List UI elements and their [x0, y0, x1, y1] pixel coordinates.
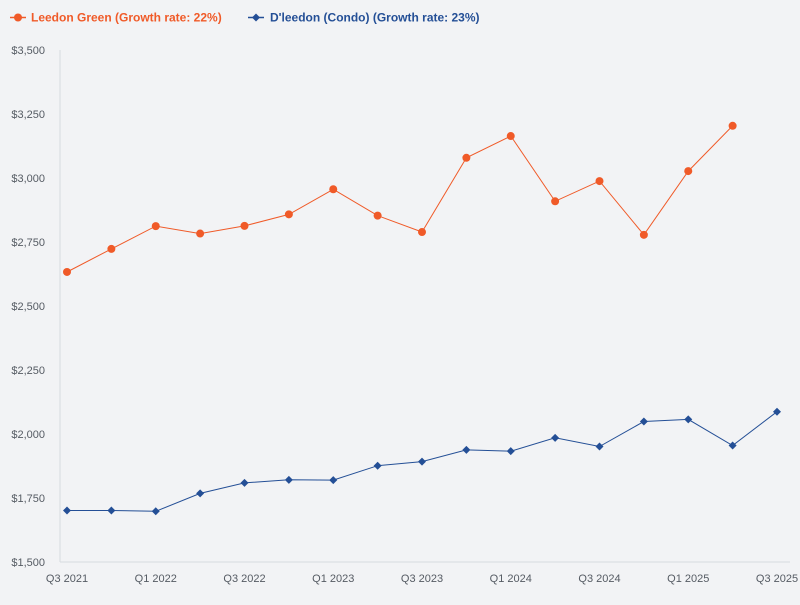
legend-label-leedon-green: Leedon Green (Growth rate: 22%): [31, 11, 222, 25]
y-tick-label: $2,250: [11, 365, 45, 377]
x-tick-label: Q1 2024: [490, 573, 532, 585]
data-point-leedon-green[interactable]: [418, 228, 426, 237]
data-point-dleedon-condo[interactable]: [462, 445, 471, 454]
x-tick-label: Q3 2021: [46, 573, 88, 585]
data-point-leedon-green[interactable]: [373, 211, 382, 220]
data-point-dleedon-condo[interactable]: [373, 461, 382, 470]
data-point-leedon-green[interactable]: [684, 167, 693, 176]
x-tick-label: Q3 2024: [578, 573, 620, 585]
data-point-dleedon-condo[interactable]: [196, 489, 205, 498]
legend-label-dleedon-condo: D'leedon (Condo) (Growth rate: 23%): [270, 11, 480, 25]
y-tick-label: $2,000: [11, 429, 45, 441]
data-point-leedon-green[interactable]: [728, 121, 737, 130]
series-dleedon-condo: [63, 407, 781, 516]
data-point-leedon-green[interactable]: [551, 197, 560, 206]
data-point-leedon-green[interactable]: [284, 210, 293, 219]
y-tick-label: $3,000: [11, 173, 45, 185]
y-tick-label: $3,500: [11, 45, 45, 57]
x-tick-label: Q1 2023: [312, 573, 354, 585]
data-point-dleedon-condo[interactable]: [684, 415, 693, 424]
legend-marker-diamond-icon: [252, 13, 260, 22]
x-tick-label: Q1 2022: [135, 573, 177, 585]
legend-item-leedon-green[interactable]: Leedon Green (Growth rate: 22%): [10, 11, 222, 25]
series-leedon-green: [63, 121, 737, 276]
data-point-dleedon-condo[interactable]: [595, 442, 604, 451]
series-line-leedon-green: [66, 125, 733, 273]
data-point-dleedon-condo[interactable]: [329, 476, 338, 485]
data-point-dleedon-condo[interactable]: [284, 475, 293, 484]
data-point-leedon-green[interactable]: [506, 132, 515, 141]
data-point-leedon-green[interactable]: [595, 177, 604, 186]
legend: Leedon Green (Growth rate: 22%) D'leedon…: [10, 11, 480, 25]
legend-marker-circle-icon: [14, 13, 22, 22]
y-tick-label: $2,750: [11, 237, 45, 249]
data-point-dleedon-condo[interactable]: [151, 507, 160, 516]
series-layer: [63, 121, 781, 516]
data-point-dleedon-condo[interactable]: [773, 407, 781, 416]
data-point-dleedon-condo[interactable]: [551, 433, 560, 442]
data-point-leedon-green[interactable]: [639, 230, 648, 239]
legend-item-dleedon-condo[interactable]: D'leedon (Condo) (Growth rate: 23%): [248, 11, 480, 25]
data-point-leedon-green[interactable]: [63, 267, 71, 276]
data-point-dleedon-condo[interactable]: [728, 441, 737, 450]
data-point-dleedon-condo[interactable]: [107, 506, 116, 515]
data-point-leedon-green[interactable]: [196, 229, 205, 238]
data-point-dleedon-condo[interactable]: [639, 417, 648, 426]
data-point-dleedon-condo[interactable]: [240, 478, 249, 487]
data-point-leedon-green[interactable]: [462, 153, 471, 162]
data-point-dleedon-condo[interactable]: [506, 447, 515, 456]
data-point-dleedon-condo[interactable]: [418, 457, 426, 466]
data-point-leedon-green[interactable]: [107, 244, 116, 253]
x-tick-label: Q3 2023: [401, 573, 443, 585]
axes: $1,500 $1,750 $2,000 $2,250 $2,500 $2,750 $3,0…: [11, 45, 798, 585]
y-tick-label: $1,500: [11, 557, 45, 569]
y-tick-label: $3,250: [11, 109, 45, 121]
x-tick-label: Q3 2025: [756, 573, 798, 585]
data-point-leedon-green[interactable]: [151, 222, 160, 231]
y-tick-label: $1,750: [11, 493, 45, 505]
x-tick-label: Q1 2025: [667, 573, 709, 585]
y-tick-label: $2,500: [11, 301, 45, 313]
data-point-leedon-green[interactable]: [240, 221, 249, 230]
x-tick-label: Q3 2022: [223, 573, 265, 585]
data-point-dleedon-condo[interactable]: [63, 506, 71, 515]
data-point-leedon-green[interactable]: [329, 185, 338, 194]
